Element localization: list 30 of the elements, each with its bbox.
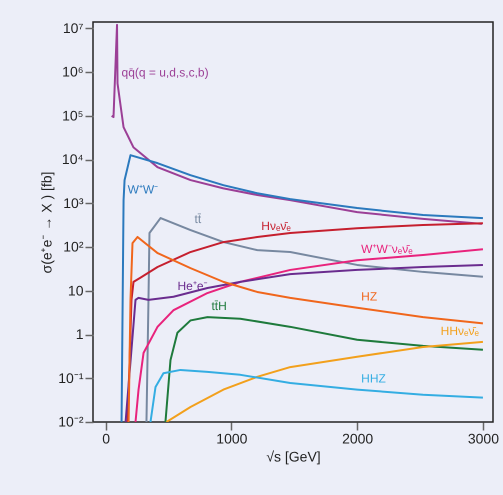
- y-tick-label: 10⁻²: [58, 414, 84, 430]
- x-tick-label: 1000: [216, 430, 248, 446]
- annotation: HHνₑν̄ₑ: [440, 324, 480, 338]
- line-series: [149, 368, 484, 422]
- annotation: W⁺W⁻νₑν̄ₑ: [361, 242, 414, 256]
- x-tick-label: 0: [102, 430, 110, 446]
- x-tick-label: 3000: [468, 430, 500, 446]
- annotation: HZ: [361, 290, 378, 304]
- y-tick-label: 10⁻¹: [58, 370, 84, 386]
- annotation: He⁺e⁻: [178, 278, 208, 293]
- annotation: Hνₑν̄ₑ: [261, 218, 292, 233]
- line-series: [120, 154, 484, 422]
- y-tick-label: 1: [76, 326, 84, 342]
- y-tick-label: 10: [68, 282, 84, 298]
- y-axis-title: σ(e⁺e⁻ → X ) [fb]: [38, 172, 54, 274]
- y-tick-label: 10³: [63, 194, 84, 211]
- x-tick-label: 2000: [342, 430, 374, 446]
- y-tick-label: 10⁵: [62, 107, 84, 124]
- annotation: tt̄H: [211, 299, 227, 314]
- line-series: [164, 316, 484, 422]
- annotation: qq̄(q = u,d,s,c,b): [122, 65, 209, 80]
- annotation: HHZ: [361, 372, 386, 386]
- y-tick-label: 10⁶: [62, 64, 84, 80]
- y-tick-label: 10⁴: [62, 151, 84, 168]
- line-series: [165, 340, 484, 422]
- y-tick-label: 10²: [63, 238, 84, 255]
- x-axis-title: √s [GeV]: [266, 448, 321, 464]
- annotation: W⁺W⁻: [128, 182, 158, 196]
- y-tick-label: 10⁷: [62, 20, 84, 36]
- annotation: tt̄: [194, 212, 202, 226]
